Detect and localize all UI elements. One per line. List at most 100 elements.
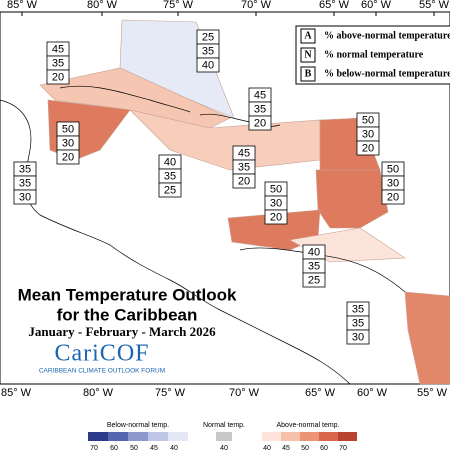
scale-tick: 40 bbox=[220, 445, 228, 450]
probability-value: 50 bbox=[387, 163, 399, 175]
probability-cell bbox=[264, 209, 288, 225]
scale-swatch bbox=[148, 432, 168, 441]
scale-tick: 70 bbox=[339, 445, 347, 450]
probability-boxes: 25 35 40 45 35 20 45 35 20 50 30 20 50 30 20 40 35 25 45 35… bbox=[13, 29, 405, 345]
key: A % above-normal temperature N % normal tem… bbox=[300, 28, 450, 82]
scale-tick: 40 bbox=[170, 445, 178, 450]
probability-value: 45 bbox=[52, 43, 64, 55]
key-letter: A bbox=[304, 30, 312, 41]
probability-value: 25 bbox=[308, 274, 320, 286]
title-line-2: for the Caribbean bbox=[57, 305, 198, 324]
longitude-label: 65° W bbox=[305, 387, 336, 399]
probability-value: 30 bbox=[352, 331, 364, 343]
scale-swatch bbox=[88, 432, 108, 441]
scale-swatch bbox=[216, 432, 232, 441]
longitude-label: 55° W bbox=[417, 387, 448, 399]
probability-value: 35 bbox=[19, 177, 31, 189]
probability-value: 20 bbox=[362, 142, 374, 154]
longitude-label: 80° W bbox=[83, 387, 114, 399]
probability-value: 30 bbox=[387, 177, 399, 189]
longitude-label: 60° W bbox=[357, 387, 388, 399]
probability-value: 20 bbox=[62, 151, 74, 163]
key-box bbox=[295, 25, 450, 85]
probability-cell bbox=[13, 189, 37, 205]
scale-swatch bbox=[300, 432, 319, 441]
scale-tick: 70 bbox=[90, 445, 98, 450]
probability-cell bbox=[381, 189, 405, 205]
longitude-label: 75° W bbox=[163, 0, 194, 11]
probability-value: 20 bbox=[52, 71, 64, 83]
probability-value: 35 bbox=[52, 57, 64, 69]
regions bbox=[39, 19, 450, 385]
probability-value: 20 bbox=[254, 117, 266, 129]
scale-tick: 60 bbox=[110, 445, 118, 450]
probability-value: 45 bbox=[238, 147, 250, 159]
logo: CariCOF bbox=[54, 341, 149, 367]
probability-value: 25 bbox=[202, 31, 214, 43]
period: January - February - March 2026 bbox=[28, 324, 216, 339]
logo-tagline: CARIBBEAN CLIMATE OUTLOOK FORUM bbox=[39, 368, 165, 375]
probability-value: 30 bbox=[62, 137, 74, 149]
scale-swatch bbox=[168, 432, 188, 441]
scale-tick: 50 bbox=[301, 445, 309, 450]
coastline bbox=[59, 85, 191, 113]
scale-label: Above-normal temp. bbox=[276, 422, 339, 429]
probability-value: 50 bbox=[62, 123, 74, 135]
scale-swatch bbox=[262, 432, 281, 441]
longitude-label: 55° W bbox=[419, 0, 450, 11]
probability-value: 40 bbox=[308, 246, 320, 258]
probability-value: 35 bbox=[308, 260, 320, 272]
probability-cell bbox=[56, 149, 80, 165]
longitude-label: 70° W bbox=[241, 0, 272, 11]
scale-tick: 60 bbox=[320, 445, 328, 450]
scale-swatch bbox=[319, 432, 338, 441]
color-scale: Below-normal temp. Normal temp. Above-norm… bbox=[88, 422, 357, 450]
scale-swatch bbox=[108, 432, 128, 441]
scale-swatch bbox=[338, 432, 357, 441]
scale-swatch bbox=[281, 432, 300, 441]
probability-value: 30 bbox=[270, 197, 282, 209]
scale-label: Normal temp. bbox=[203, 422, 245, 429]
key-letter-box bbox=[300, 47, 316, 63]
probability-value: 45 bbox=[254, 89, 266, 101]
scale-tick: 45 bbox=[282, 445, 290, 450]
probability-cell bbox=[232, 173, 256, 189]
region-shade bbox=[404, 291, 450, 385]
probability-cell bbox=[196, 57, 220, 73]
probability-value: 35 bbox=[164, 170, 176, 182]
probability-cell bbox=[248, 115, 272, 131]
scale-tick: 40 bbox=[263, 445, 271, 450]
probability-value: 35 bbox=[254, 103, 266, 115]
longitude-label: 70° W bbox=[229, 387, 260, 399]
longitude-label: 60° W bbox=[361, 0, 392, 11]
probability-cell bbox=[158, 182, 182, 198]
probability-value: 40 bbox=[202, 59, 214, 71]
key-text: % below-normal temperature bbox=[324, 68, 450, 79]
longitude-labels: 85° W 80° W 75° W 70° W 65° W 60° W 55° W 85° W… bbox=[1, 0, 450, 399]
longitude-label: 85° W bbox=[1, 387, 32, 399]
key-letter-box bbox=[300, 28, 316, 44]
probability-value: 30 bbox=[19, 191, 31, 203]
probability-value: 35 bbox=[238, 161, 250, 173]
scale-tick: 50 bbox=[130, 445, 138, 450]
title-line-1: Mean Temperature Outlook bbox=[18, 285, 237, 304]
probability-value: 35 bbox=[202, 45, 214, 57]
probability-value: 35 bbox=[352, 317, 364, 329]
probability-value: 20 bbox=[270, 211, 282, 223]
probability-value: 20 bbox=[387, 191, 399, 203]
map-frame bbox=[0, 11, 450, 385]
probability-value: 50 bbox=[270, 183, 282, 195]
longitude-label: 80° W bbox=[87, 0, 118, 11]
probability-value: 40 bbox=[164, 156, 176, 168]
key-letter-box bbox=[300, 66, 316, 82]
key-text: % above-normal temperature bbox=[324, 30, 450, 41]
probability-value: 35 bbox=[19, 163, 31, 175]
probability-value: 35 bbox=[352, 303, 364, 315]
probability-value: 20 bbox=[238, 175, 250, 187]
probability-value: 50 bbox=[362, 114, 374, 126]
key-letter: N bbox=[304, 49, 312, 60]
longitude-label: 85° W bbox=[7, 0, 38, 11]
probability-cell bbox=[302, 272, 326, 288]
key-letter: B bbox=[305, 68, 312, 79]
